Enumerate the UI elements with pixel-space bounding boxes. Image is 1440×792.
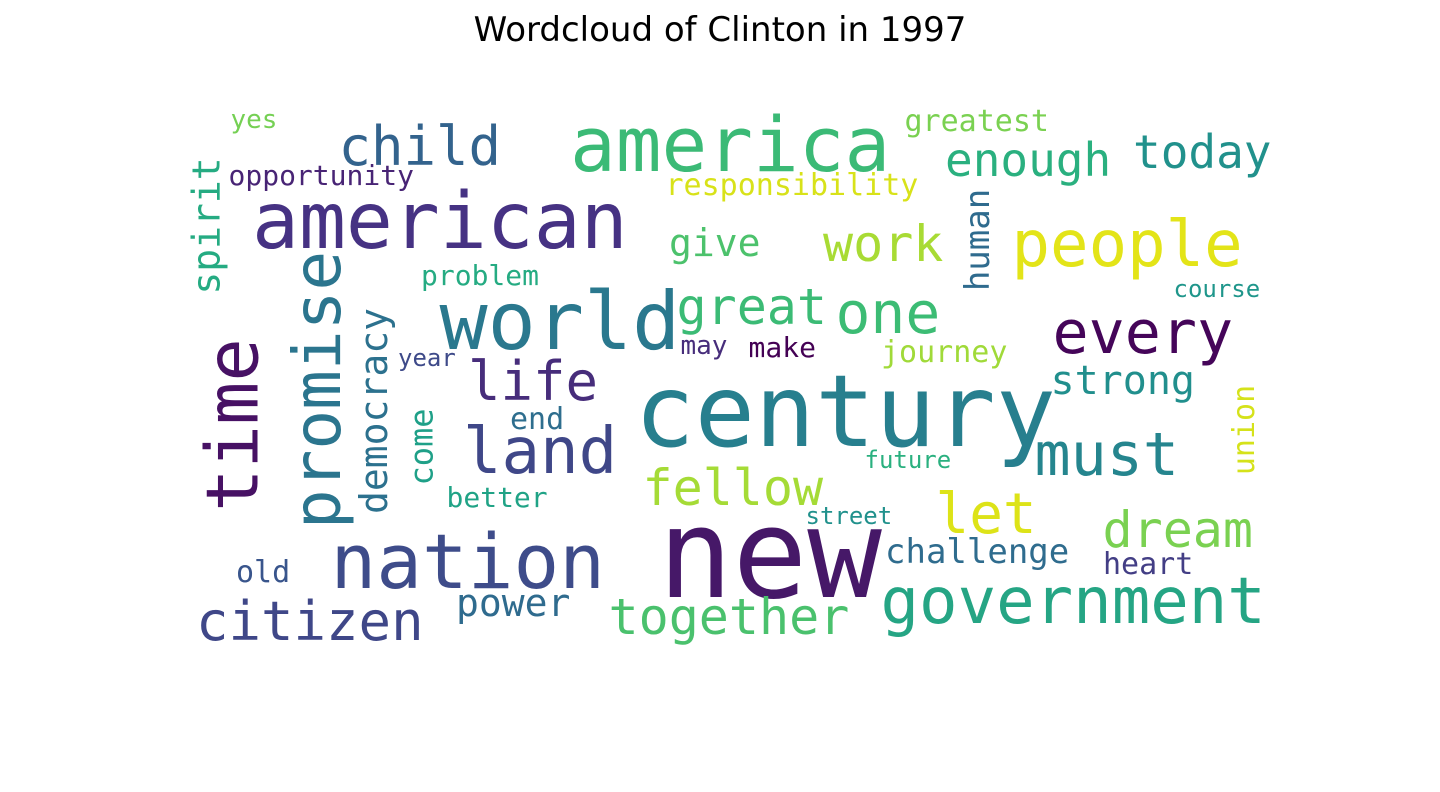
word-together: together	[608, 588, 850, 646]
word-life: life	[468, 350, 599, 413]
word-promise: promise	[279, 250, 357, 530]
word-come: come	[402, 408, 441, 486]
word-today: today	[1133, 125, 1272, 179]
word-citizen: citizen	[196, 590, 424, 653]
word-century: century	[634, 353, 1056, 470]
word-democracy: democracy	[351, 308, 396, 514]
word-american: american	[252, 177, 628, 267]
word-may: may	[680, 331, 728, 361]
word-responsibility: responsibility	[665, 168, 919, 203]
word-greatest: greatest	[904, 104, 1050, 139]
word-time: time	[190, 338, 275, 512]
word-union: union	[1227, 384, 1263, 476]
word-human: human	[958, 188, 999, 292]
word-problem: problem	[421, 259, 540, 292]
word-government: government	[880, 565, 1266, 639]
word-every: every	[1052, 298, 1234, 368]
chart-title: Wordcloud of Clinton in 1997	[473, 10, 967, 50]
word-land: land	[463, 415, 618, 489]
word-better: better	[446, 481, 548, 514]
word-nation: nation	[330, 517, 606, 606]
word-year: year	[398, 344, 456, 372]
word-give: give	[669, 221, 761, 265]
word-challenge: challenge	[885, 532, 1070, 572]
word-heart: heart	[1103, 547, 1194, 582]
word-power: power	[456, 581, 571, 625]
word-one: one	[835, 279, 941, 347]
word-must: must	[1034, 420, 1180, 490]
word-child: child	[338, 115, 502, 178]
word-end: end	[510, 402, 565, 437]
word-old: old	[236, 555, 291, 590]
word-great: great	[676, 278, 828, 336]
word-strong: strong	[1050, 358, 1196, 404]
word-make: make	[748, 331, 816, 364]
word-world: world	[439, 275, 681, 368]
word-let: let	[935, 482, 1037, 547]
word-new: new	[658, 483, 882, 627]
word-dream: dream	[1102, 501, 1254, 559]
word-america: america	[570, 100, 891, 189]
word-journey: journey	[881, 335, 1008, 370]
word-fellow: fellow	[642, 459, 824, 517]
word-enough: enough	[945, 133, 1112, 187]
word-work: work	[823, 215, 944, 273]
word-people: people	[1011, 208, 1243, 282]
word-course: course	[1173, 275, 1261, 303]
word-spirit: spirit	[184, 157, 229, 295]
word-yes: yes	[230, 105, 278, 135]
word-future: future	[864, 446, 952, 474]
word-street: street	[805, 502, 893, 530]
word-opportunity: opportunity	[228, 159, 414, 192]
